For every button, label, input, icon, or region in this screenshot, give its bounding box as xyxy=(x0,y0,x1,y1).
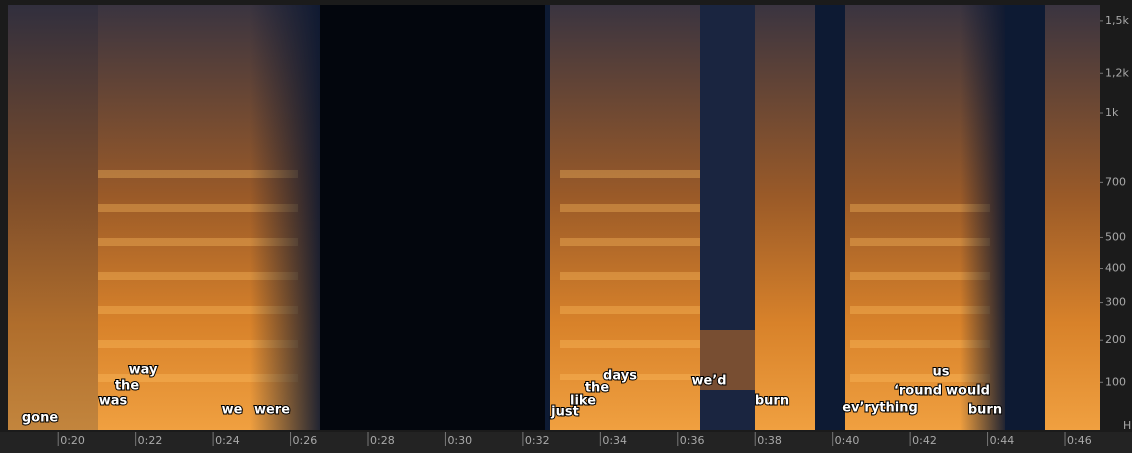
y-tick-label: 700 xyxy=(1105,175,1126,188)
lyric-word: the xyxy=(115,379,139,394)
lyric-word: like xyxy=(570,394,596,409)
x-tick-label: 0:28 xyxy=(370,434,395,447)
y-tick-label: 100 xyxy=(1105,375,1126,388)
fade xyxy=(960,5,1005,430)
lyric-word: burn xyxy=(968,403,1002,418)
y-unit: H xyxy=(1123,419,1131,432)
lyric-word: were xyxy=(254,403,290,418)
x-tick-label: 0:38 xyxy=(757,434,782,447)
lyric-word: gone xyxy=(22,411,58,426)
freq-axis-bar xyxy=(1100,0,1132,432)
x-tick-label: 0:36 xyxy=(680,434,705,447)
x-tick-label: 0:46 xyxy=(1067,434,1092,447)
fade xyxy=(250,5,320,430)
energy xyxy=(1045,5,1100,430)
energy xyxy=(755,5,815,430)
y-tick-label: 300 xyxy=(1105,296,1126,309)
x-tick-label: 0:22 xyxy=(138,434,163,447)
x-tick-label: 0:42 xyxy=(912,434,937,447)
energy xyxy=(8,5,98,430)
x-tick-label: 0:24 xyxy=(215,434,240,447)
lyric-word: us xyxy=(933,365,950,380)
spectrogram-view: 0:20 0:22 0:24 0:26 0:28 0:30 0:32 0:34 0:36 0:38… xyxy=(0,0,1132,453)
harmonics xyxy=(560,170,700,380)
lyric-word: way xyxy=(129,363,158,378)
x-tick-label: 0:26 xyxy=(293,434,318,447)
silence xyxy=(320,5,545,430)
y-tick-label: 400 xyxy=(1105,262,1126,275)
lyric-word: was xyxy=(99,394,128,409)
lyric-word: days xyxy=(603,369,637,384)
y-tick-label: 500 xyxy=(1105,230,1126,243)
y-tick-label: 200 xyxy=(1105,333,1126,346)
lyric-word: ev’rything xyxy=(842,401,918,416)
y-tick-label: 1,2k xyxy=(1105,66,1129,79)
x-tick-label: 0:32 xyxy=(525,434,550,447)
y-tick-label: 1,5k xyxy=(1105,14,1129,27)
x-tick-label: 0:30 xyxy=(447,434,472,447)
lyric-word: we xyxy=(222,403,243,418)
time-axis-bar xyxy=(0,432,1132,453)
x-tick-label: 0:20 xyxy=(60,434,85,447)
lyric-word: we’d xyxy=(691,374,726,389)
lyric-word: burn xyxy=(755,394,789,409)
y-tick-label: 1k xyxy=(1105,106,1119,119)
x-tick-label: 0:40 xyxy=(835,434,860,447)
lyric-word: would xyxy=(946,384,990,399)
x-tick-label: 0:44 xyxy=(990,434,1015,447)
x-tick-label: 0:34 xyxy=(602,434,627,447)
lyric-word: ‘round xyxy=(894,384,942,399)
